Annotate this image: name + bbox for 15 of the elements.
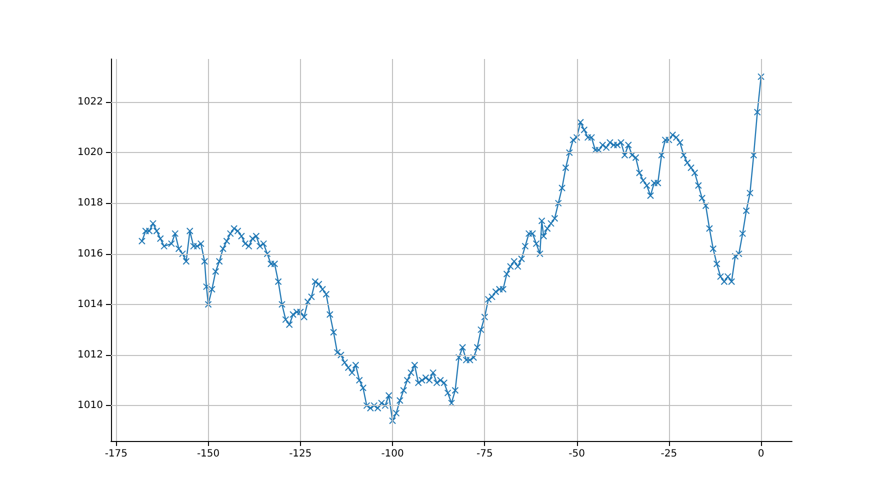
x-tick-label: -25 xyxy=(660,448,678,460)
y-tick-label: 1020 xyxy=(78,147,103,158)
y-tick-label: 1016 xyxy=(78,248,103,260)
x-tick-label: -100 xyxy=(381,448,404,460)
x-tick-label: 0 xyxy=(758,448,764,460)
x-tick-label: -50 xyxy=(568,448,585,460)
x-tick-label: -125 xyxy=(289,448,312,460)
y-tick-label: 1018 xyxy=(78,198,103,209)
x-tick-label: -150 xyxy=(196,448,220,460)
y-tick-label: 1012 xyxy=(78,349,103,360)
y-tick-label: 1022 xyxy=(78,96,103,108)
y-tick-label: 1010 xyxy=(78,400,103,412)
y-tick-label: 1014 xyxy=(78,298,103,310)
x-tick-label: -75 xyxy=(476,448,493,460)
x-tick-label: -175 xyxy=(104,448,128,460)
